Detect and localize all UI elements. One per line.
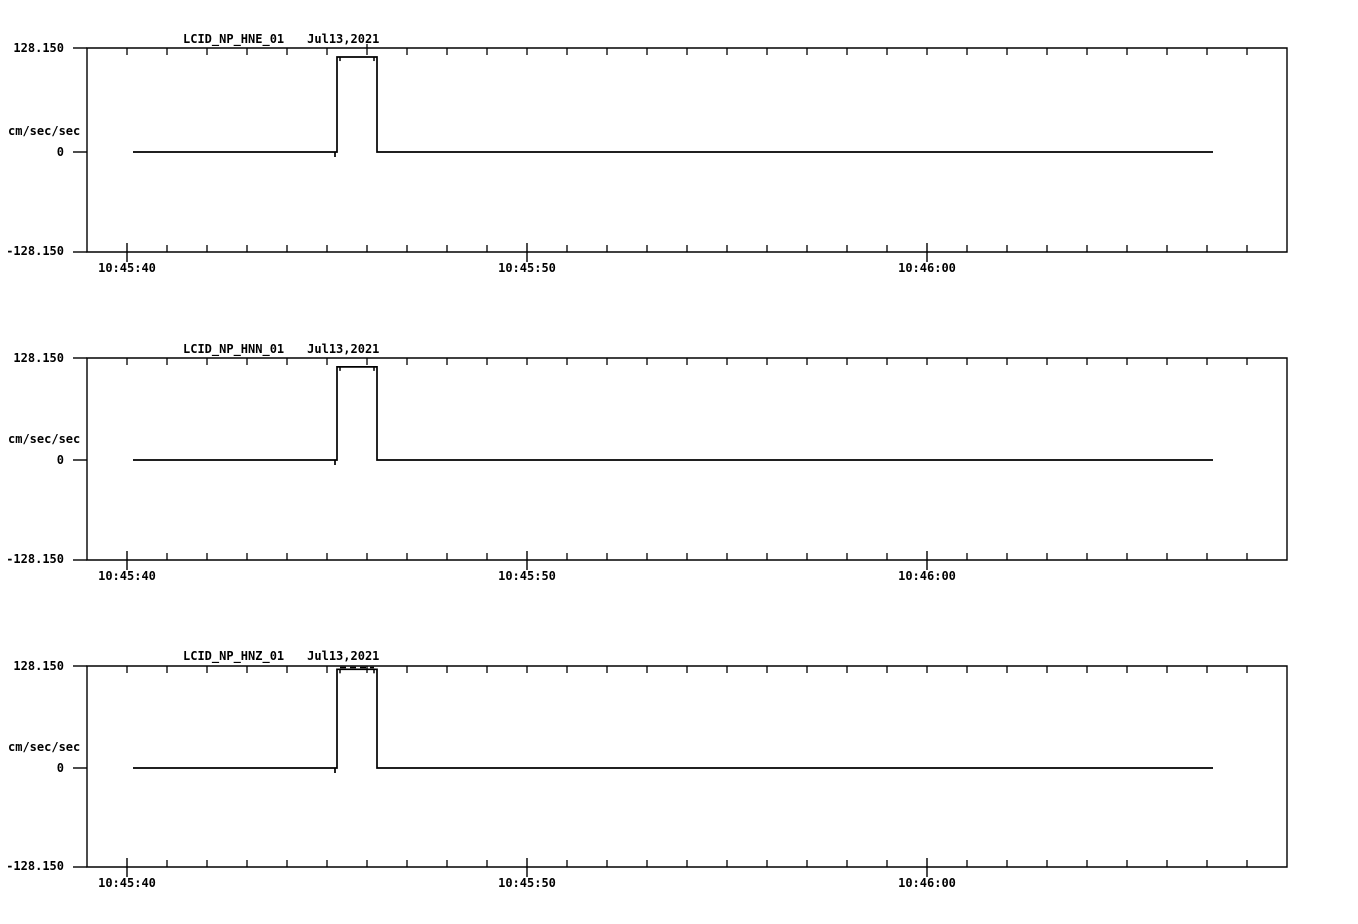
y-zero-label: 0 bbox=[56, 145, 64, 159]
y-zero-label: 0 bbox=[56, 761, 64, 775]
y-unit-label: cm/sec/sec bbox=[8, 124, 81, 138]
y-min-label: -128.150 bbox=[6, 859, 64, 873]
station-channel-label: LCID_NP_HNZ_01 bbox=[183, 649, 285, 663]
time-label-1: 10:45:40 bbox=[98, 261, 156, 275]
y-unit-label: cm/sec/sec bbox=[8, 432, 81, 446]
panel-title: LCID_NP_HNE_01 Jul13,2021 bbox=[183, 32, 379, 46]
time-label-2: 10:45:50 bbox=[498, 261, 556, 275]
panel-title: LCID_NP_HNZ_01 Jul13,2021 bbox=[183, 649, 379, 663]
panel-title: LCID_NP_HNN_01 Jul13,2021 bbox=[183, 342, 379, 356]
time-label-3: 10:46:00 bbox=[898, 261, 956, 275]
y-max-label: 128.150 bbox=[13, 41, 64, 55]
date-label: Jul13,2021 bbox=[307, 342, 380, 356]
station-channel-label: LCID_NP_HNN_01 bbox=[183, 342, 285, 356]
time-label-3: 10:46:00 bbox=[898, 876, 956, 890]
y-min-label: -128.150 bbox=[6, 244, 64, 258]
station-channel-label: LCID_NP_HNE_01 bbox=[183, 32, 285, 46]
time-label-2: 10:45:50 bbox=[498, 569, 556, 583]
y-max-label: 128.150 bbox=[13, 659, 64, 673]
date-label: Jul13,2021 bbox=[307, 649, 380, 663]
y-min-label: -128.150 bbox=[6, 552, 64, 566]
time-label-2: 10:45:50 bbox=[498, 876, 556, 890]
y-max-label: 128.150 bbox=[13, 351, 64, 365]
date-label: Jul13,2021 bbox=[307, 32, 380, 46]
time-label-3: 10:46:00 bbox=[898, 569, 956, 583]
time-label-1: 10:45:40 bbox=[98, 876, 156, 890]
y-zero-label: 0 bbox=[56, 453, 64, 467]
time-label-1: 10:45:40 bbox=[98, 569, 156, 583]
y-unit-label: cm/sec/sec bbox=[8, 740, 81, 754]
